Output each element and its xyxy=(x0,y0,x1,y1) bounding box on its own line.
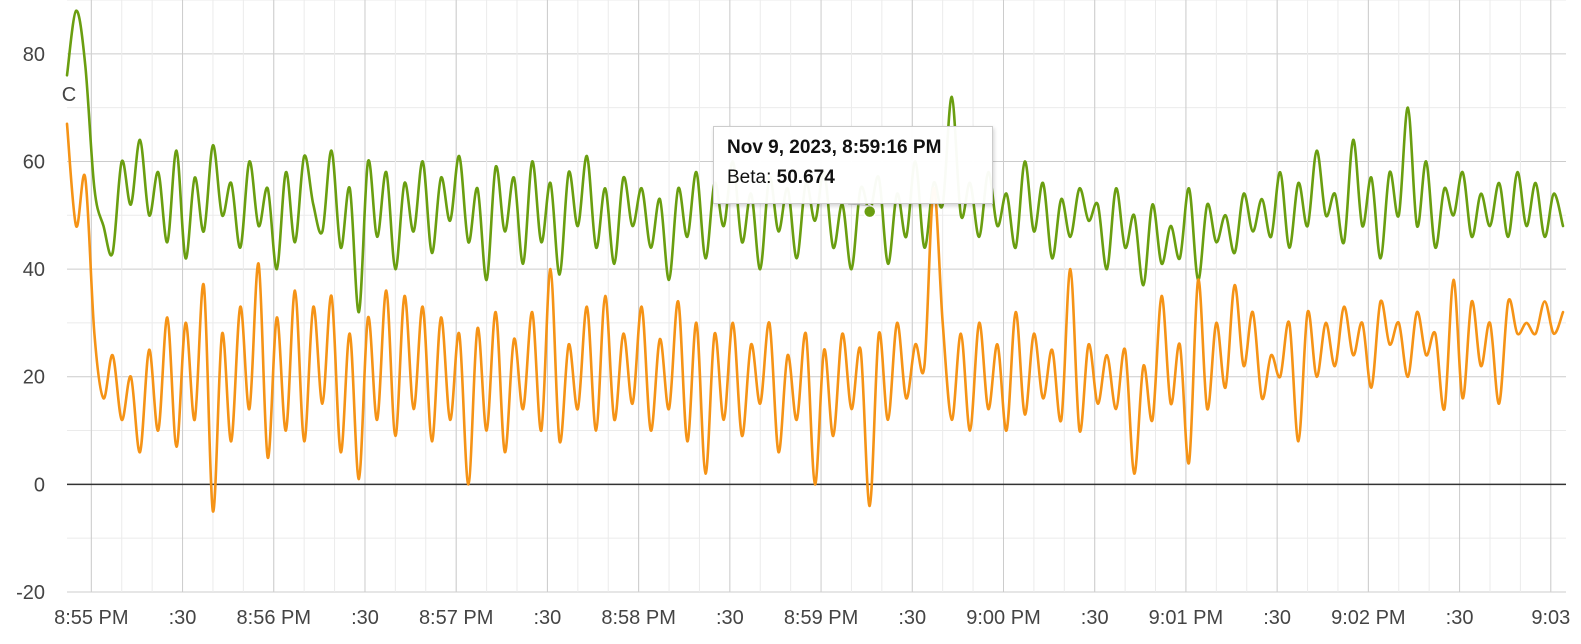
x-tick-label: 8:55 PM xyxy=(54,607,128,629)
tooltip-title: Nov 9, 2023, 8:59:16 PM xyxy=(727,137,942,158)
highlighted-point[interactable] xyxy=(862,204,877,219)
x-tick-label: 8:59 PM xyxy=(784,607,858,629)
x-tick-label: :30 xyxy=(351,607,379,629)
x-tick-label: :30 xyxy=(1446,607,1474,629)
markers: C xyxy=(62,84,877,219)
grid xyxy=(67,0,1566,593)
x-tick-label: 9:00 PM xyxy=(966,607,1040,629)
series-line-c[interactable] xyxy=(65,122,1565,513)
series-lines xyxy=(65,9,1565,513)
y-tick-label: 60 xyxy=(23,151,45,173)
x-tick-label: :30 xyxy=(716,607,744,629)
x-tick-label: :30 xyxy=(1263,607,1291,629)
x-tick-label: :30 xyxy=(169,607,197,629)
y-tick-label: 0 xyxy=(34,474,45,496)
x-tick-label: 8:58 PM xyxy=(601,607,675,629)
series-line-beta[interactable] xyxy=(65,9,1565,314)
y-tick-label: 20 xyxy=(23,367,45,389)
tooltip-row: Beta: 50.674 xyxy=(727,167,979,189)
tooltip-pointer xyxy=(847,203,870,207)
x-tick-label: 9:02 PM xyxy=(1331,607,1405,629)
x-tick-label: :30 xyxy=(1081,607,1109,629)
x-tick-label: 9:03 xyxy=(1531,607,1570,629)
tooltip-series-name: Beta xyxy=(727,167,767,188)
series-label: C xyxy=(62,84,76,106)
x-tick-label: :30 xyxy=(898,607,926,629)
y-tick-label: -20 xyxy=(16,582,45,604)
hover-tooltip: Nov 9, 2023, 8:59:16 PM Beta: 50.674 xyxy=(713,126,993,204)
axes: -20 0 20 40 60 80 8:55 PM :30 8:56 PM :30 8:57 PM:… xyxy=(16,44,1570,629)
y-tick-label: 80 xyxy=(23,44,45,66)
x-tick-label: 8:57 PM xyxy=(419,607,493,629)
tooltip-value: 50.674 xyxy=(776,167,835,188)
tooltip-separator: : xyxy=(766,167,772,188)
x-tick-label: 8:56 PM xyxy=(237,607,311,629)
x-tick-label: 9:01 PM xyxy=(1149,607,1223,629)
y-tick-label: 40 xyxy=(23,259,45,281)
x-tick-label: :30 xyxy=(534,607,562,629)
